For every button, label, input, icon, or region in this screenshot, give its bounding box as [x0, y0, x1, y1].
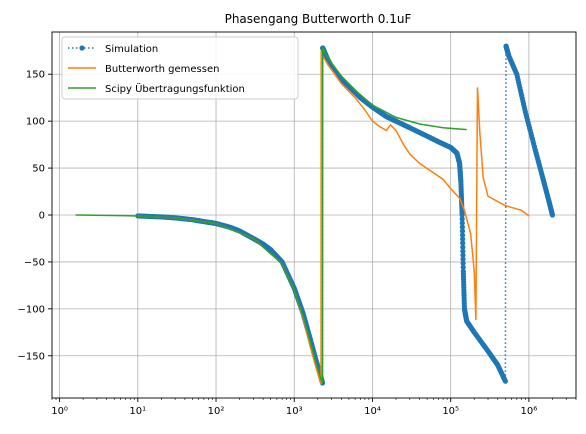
legend-label: Scipy Übertragungsfunktion [105, 82, 245, 95]
x-tick-label: 10³ [286, 406, 303, 417]
x-tick-label: 10¹ [129, 406, 146, 417]
simulation-point [460, 240, 466, 246]
simulation-point [459, 232, 466, 238]
simulation-point [460, 248, 466, 254]
x-tick-label: 10⁵ [442, 406, 459, 417]
legend: Simulation Butterworth gemessen Scipy Über… [61, 36, 299, 100]
legend-entry: Butterworth gemessen [68, 64, 219, 75]
simulation-point [459, 220, 465, 226]
y-tick-label: 0 [39, 211, 45, 222]
legend-box [61, 36, 299, 100]
series-line-2 [75, 46, 467, 384]
simulation-point [459, 216, 465, 222]
series-1 [137, 50, 530, 385]
y-tick-label: −50 [24, 257, 45, 268]
series-0 [135, 43, 556, 386]
simulation-point [460, 264, 466, 270]
simulation-point [460, 244, 466, 250]
y-tick-label: 150 [26, 70, 45, 81]
y-tick-label: 50 [32, 164, 45, 175]
legend-entry: Scipy Übertragungsfunktion [68, 82, 245, 95]
y-tick-label: 100 [26, 117, 45, 128]
legend-entry: Simulation [68, 44, 158, 55]
simulation-point [460, 252, 466, 258]
y-tick-label: −100 [18, 304, 45, 315]
legend-label: Butterworth gemessen [105, 64, 219, 75]
series-line-1 [137, 50, 530, 385]
chart-title: Phasengang Butterworth 0.1uF [225, 12, 412, 26]
simulation-point [459, 224, 465, 230]
simulation-point [460, 256, 466, 262]
legend-label: Simulation [105, 44, 158, 55]
x-tick-label: 10⁶ [521, 406, 538, 417]
simulation-point [502, 378, 508, 384]
legend-marker [79, 45, 85, 51]
x-tick-label: 10² [208, 406, 225, 417]
axes: 10⁰ 10¹ 10² 10³ 10⁴ 10⁵ 10⁶ −150 −100 −50 0 50 100 15… [18, 31, 577, 417]
x-tick-label: 10⁰ [51, 406, 68, 417]
y-tick-label: −150 [18, 351, 45, 362]
x-tick-label: 10⁴ [364, 406, 381, 417]
simulation-point [460, 236, 466, 242]
simulation-point [549, 212, 556, 218]
plot-area [75, 43, 556, 386]
simulation-point [459, 212, 465, 218]
simulation-point [459, 228, 466, 234]
series-2 [75, 46, 467, 384]
simulation-point [460, 260, 466, 266]
